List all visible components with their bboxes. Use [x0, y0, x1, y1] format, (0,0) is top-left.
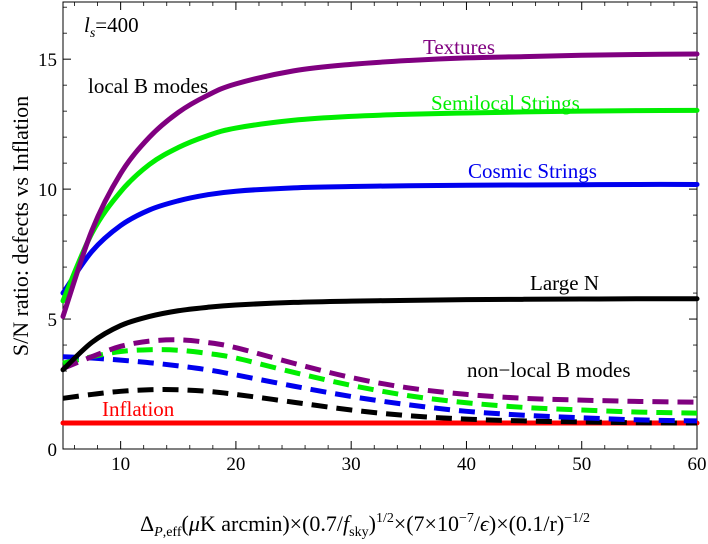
series-label-cosmic-strings: Cosmic Strings — [468, 159, 597, 183]
series-label-semilocal-strings: Semilocal Strings — [431, 91, 580, 115]
x-tick-label: 60 — [688, 454, 707, 475]
series-label-textures: Textures — [423, 35, 495, 59]
x-tick-label: 10 — [111, 454, 130, 475]
series-line-cosmic-strings — [60, 181, 700, 296]
y-tick-label: 5 — [48, 310, 58, 331]
y-tick-label: 0 — [48, 440, 58, 461]
x-tick-label: 50 — [572, 454, 591, 475]
series-line-textures — [60, 51, 700, 319]
series-line-nonlocal-6 — [62, 347, 698, 416]
axis-ticks: 10 20 30 40 50 60 0 5 10 15 — [38, 2, 707, 475]
ls-label: ls=400 — [84, 13, 139, 41]
series-label-inflation: Inflation — [102, 397, 175, 421]
series-line-large-n — [60, 296, 700, 373]
series-line-nonlocal-8 — [62, 387, 698, 426]
x-tick-label: 20 — [226, 454, 245, 475]
nonlocal-b-modes-label: non−local B modes — [467, 358, 631, 382]
series-lines — [60, 51, 700, 426]
x-axis-title: ΔP,eff(μK arcmin)×(0.7/fsky)1/2×(7×10−7/… — [140, 511, 590, 540]
y-tick-label: 15 — [38, 50, 57, 71]
series-line-nonlocal-7 — [62, 354, 698, 424]
y-tick-label: 10 — [38, 180, 57, 201]
series-label-large-n: Large N — [530, 271, 599, 295]
y-axis-title: S/N ratio: defects vs Inflation — [8, 96, 33, 356]
series-line-semilocal-strings — [60, 107, 700, 304]
plot-frame — [62, 1, 698, 450]
local-b-modes-label: local B modes — [88, 74, 208, 98]
series-line-nonlocal-5 — [62, 337, 698, 405]
x-tick-label: 30 — [342, 454, 361, 475]
x-tick-label: 40 — [457, 454, 476, 475]
